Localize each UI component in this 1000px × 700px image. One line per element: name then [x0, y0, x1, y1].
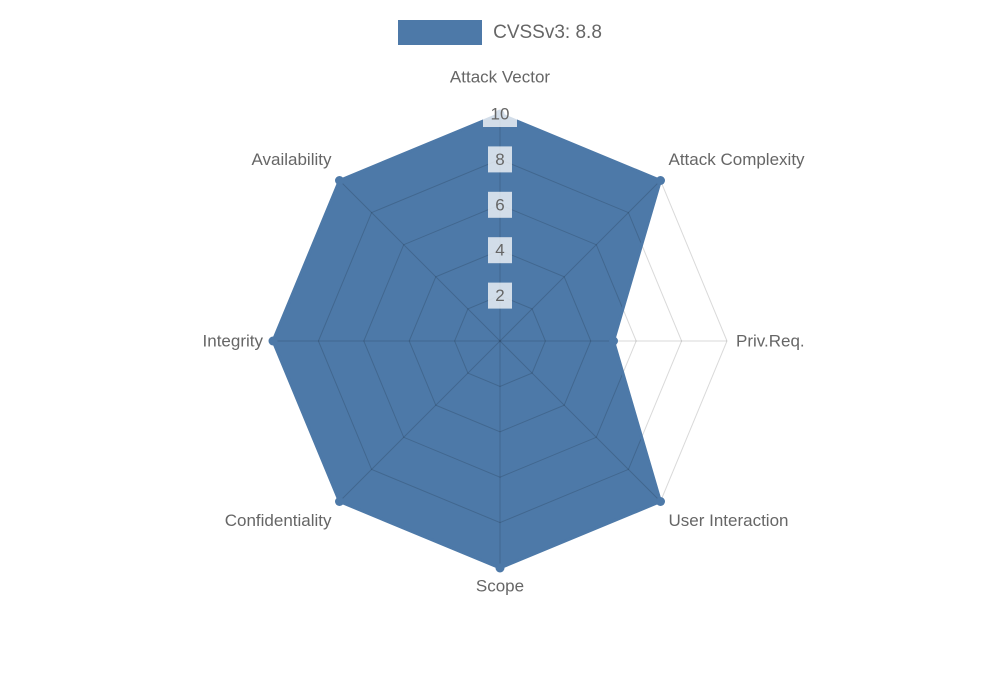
- data-point-priv-req: [609, 336, 618, 346]
- svg-text:6: 6: [495, 195, 504, 214]
- axis-label-priv-req: Priv.Req.: [736, 332, 805, 351]
- tick-label-10: 10: [483, 101, 517, 127]
- tick-label-8: 8: [488, 146, 512, 173]
- tick-label-2: 2: [488, 282, 512, 309]
- grid-ring-4: [408, 249, 592, 433]
- legend-item-cvssv3[interactable]: CVSSv3: 8.8: [0, 20, 1000, 45]
- svg-text:8: 8: [495, 150, 504, 169]
- data-point-availability: [335, 176, 344, 185]
- data-polygon-fill: [273, 114, 661, 568]
- axis-label-availability: Availability: [251, 150, 332, 169]
- svg-text:2: 2: [495, 286, 504, 305]
- grid-ring-8: [317, 158, 683, 524]
- data-point-scope: [495, 563, 505, 573]
- grid-ring-2: [454, 295, 546, 387]
- axis-label-integrity: Integrity: [203, 332, 264, 351]
- tick-label-6: 6: [488, 191, 512, 218]
- legend-swatch: [398, 20, 483, 45]
- axis-label-confidentiality: Confidentiality: [225, 511, 332, 530]
- svg-text:4: 4: [495, 241, 504, 260]
- data-point-integrity: [268, 336, 278, 346]
- grid-spoke-user-interaction: [499, 340, 661, 502]
- axis-label-attack-complexity: Attack Complexity: [669, 150, 806, 169]
- legend-label: CVSSv3: 8.8: [493, 21, 602, 43]
- grid-spoke-confidentiality: [339, 340, 501, 502]
- tick-label-4: 4: [488, 237, 512, 264]
- axis-label-attack-vector: Attack Vector: [450, 68, 550, 87]
- grid-spoke-availability: [339, 180, 501, 342]
- grid-spoke-attack-complexity: [499, 180, 661, 342]
- svg-text:10: 10: [491, 105, 510, 124]
- data-point-attack-complexity: [656, 176, 665, 185]
- axis-label-scope: Scope: [476, 577, 524, 596]
- data-point-confidentiality: [335, 497, 344, 506]
- grid-ring-6: [363, 204, 637, 478]
- data-point-user-interaction: [656, 497, 665, 506]
- axis-label-user-interaction: User Interaction: [669, 511, 789, 530]
